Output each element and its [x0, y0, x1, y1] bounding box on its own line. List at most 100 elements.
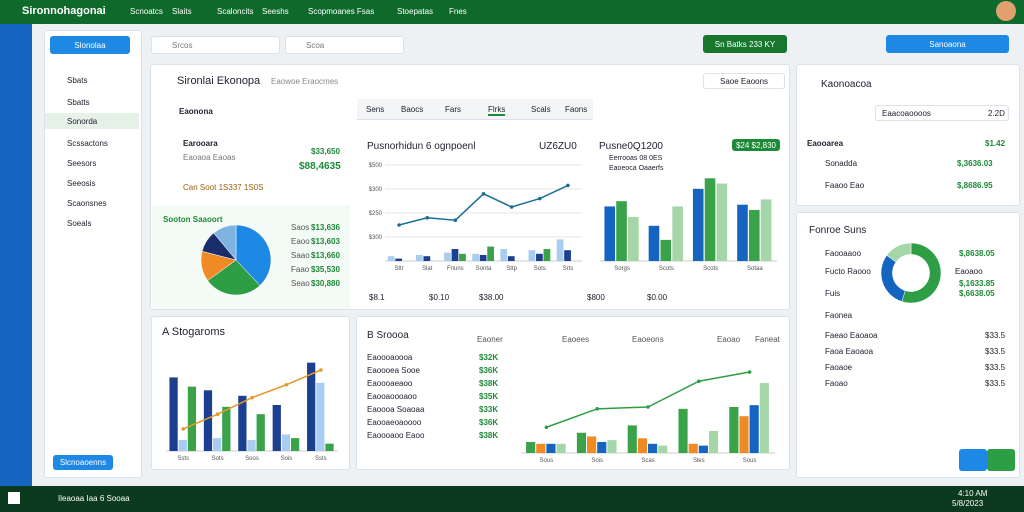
- input-value: 2.2D: [988, 109, 1005, 118]
- bar: [576, 432, 587, 453]
- tab[interactable]: Baocs: [401, 105, 424, 114]
- nav[interactable]: Scnoatcs: [130, 7, 163, 16]
- menu-item[interactable]: Seesors: [67, 159, 97, 168]
- list-name: Faeao Eaoaoa: [825, 331, 878, 340]
- menu-item[interactable]: Scaonsnes: [67, 199, 107, 208]
- line-point: [215, 412, 220, 416]
- nav[interactable]: Stoepatas: [397, 7, 434, 16]
- badge-button[interactable]: Sn Batks 233 KY: [703, 35, 787, 53]
- bar: [272, 405, 281, 451]
- bar: [307, 362, 316, 451]
- legend-value: $13,660: [311, 251, 340, 260]
- x-tick-label: Soos: [245, 456, 259, 462]
- primary-button[interactable]: Sanoaona: [886, 35, 1009, 53]
- summary-value: $33,650: [311, 147, 340, 156]
- column-header: Eaoner: [477, 335, 503, 344]
- tab[interactable]: Fars: [445, 105, 461, 114]
- bar: [546, 443, 556, 453]
- bar: [739, 416, 749, 453]
- y-tick-label: $300: [369, 235, 383, 241]
- legend-value: $13,603: [311, 237, 340, 246]
- strip-value: $800: [587, 293, 605, 302]
- pie-chart: [201, 225, 271, 295]
- donut-label: Eaoaoo: [955, 267, 983, 276]
- start[interactable]: [8, 492, 20, 504]
- bar: [169, 377, 178, 451]
- search[interactable]: Scoa: [285, 36, 404, 54]
- tab[interactable]: Faons: [565, 105, 588, 114]
- panel-title: B Sroooa: [367, 330, 409, 341]
- menu-item[interactable]: Seeosis: [67, 179, 96, 188]
- nav[interactable]: Scaloncits: [217, 7, 254, 16]
- bar-line-chart: $300 $250 $300 $500 Sttr Slat Fnuns Sonta Sttp So…: [369, 163, 582, 272]
- bar-chart: Sorgs Scots Scots Sotaa: [600, 178, 777, 272]
- menu-item[interactable]: Scssactons: [67, 139, 108, 148]
- strip-value: $8.1: [369, 293, 385, 302]
- menu-item[interactable]: Sbatts: [67, 98, 90, 107]
- bar: [604, 206, 616, 261]
- taskbar-search[interactable]: Ileaoaa Iaa 6 Sooaa: [58, 494, 130, 503]
- bar: [507, 256, 515, 261]
- bar: [316, 382, 325, 451]
- slice: [213, 225, 237, 261]
- right-card: Fonroe Suns Faooaaoo $,8638.05 Fucto Rao…: [796, 212, 1020, 478]
- summary-value: $88,4635: [299, 161, 341, 172]
- fab[interactable]: [987, 449, 1015, 471]
- bar: [704, 178, 716, 261]
- summary-title: Earooara: [183, 139, 218, 148]
- tab[interactable]: Flrks: [488, 105, 506, 116]
- card-title: Fonroe Suns: [809, 225, 867, 236]
- bar: [564, 250, 571, 261]
- bar: [472, 253, 479, 261]
- panel-title: Eaonona: [179, 107, 213, 116]
- fab[interactable]: [959, 449, 987, 471]
- nav[interactable]: Fnes: [449, 7, 467, 16]
- line-point: [425, 216, 430, 220]
- strip-value: $0.00: [647, 293, 668, 302]
- nav[interactable]: Seeshs: [262, 7, 289, 16]
- line-point: [537, 196, 542, 201]
- x-tick-label: Ssts: [177, 456, 189, 462]
- bar: [616, 201, 627, 261]
- slice: [207, 259, 261, 295]
- nav[interactable]: Scopmoanes Fsas: [308, 7, 375, 16]
- menu-button[interactable]: Slonolaa: [50, 36, 130, 54]
- menu-panel: Slonolaa Sbats Sbatts Sonorda Scssactons…: [44, 30, 142, 478]
- input[interactable]: Eaacoaoooos 2.2D: [875, 105, 1009, 121]
- row-label: Eaoooaoo Eaoo: [367, 431, 425, 440]
- bar: [459, 253, 466, 261]
- list-title: Faonea: [825, 311, 853, 320]
- avatar[interactable]: [996, 1, 1016, 21]
- bar: [423, 256, 431, 261]
- row-label: Eaoooaoooa: [367, 353, 413, 362]
- nav[interactable]: Slaits: [172, 7, 192, 16]
- legend-name: Saao: [291, 251, 310, 260]
- legend-name: Faao: [291, 265, 310, 274]
- table-header: Eaoner Eaoees Eaoeons Eaoao Faneat: [357, 335, 789, 345]
- tab[interactable]: Scals: [531, 105, 551, 114]
- bar: [660, 239, 672, 261]
- bar-line-chart: Sous Sois Scas Sles Sous: [521, 370, 775, 464]
- list-value: $33.5: [985, 347, 1006, 356]
- summary-footer: Can Soot 1S337 1S0S: [183, 183, 264, 192]
- bar: [281, 434, 291, 451]
- pie-title: Sooton Saaoort: [163, 215, 223, 224]
- bar: [760, 199, 772, 261]
- line-point: [509, 205, 514, 209]
- x-tick-label: Scots: [703, 266, 718, 272]
- menu-item[interactable]: Soeals: [67, 219, 92, 228]
- dropdown[interactable]: Saoe Eaoons: [703, 73, 785, 89]
- right-row: Sonadda: [825, 159, 858, 168]
- line: [546, 371, 750, 428]
- menu-item[interactable]: Sonorda: [67, 117, 98, 126]
- table-body: Eaoooaoooa $32K Eaoooea Sooe $36K Eaoooaeaoo…: [367, 353, 502, 463]
- menu-item[interactable]: Sbats: [67, 76, 88, 85]
- y-tick-label: $250: [369, 211, 383, 217]
- menu-footer-button[interactable]: Slcnoaoenns: [53, 455, 113, 470]
- bar-line-chart: Ssts Sots Soos Sois Ssts: [166, 362, 338, 462]
- tab[interactable]: Sens: [366, 105, 385, 114]
- x-tick-label: Sous: [540, 458, 554, 464]
- card-row-value: $,8638.05: [959, 249, 995, 258]
- search[interactable]: Srcos: [151, 36, 280, 54]
- x-tick-label: Srts: [563, 266, 574, 272]
